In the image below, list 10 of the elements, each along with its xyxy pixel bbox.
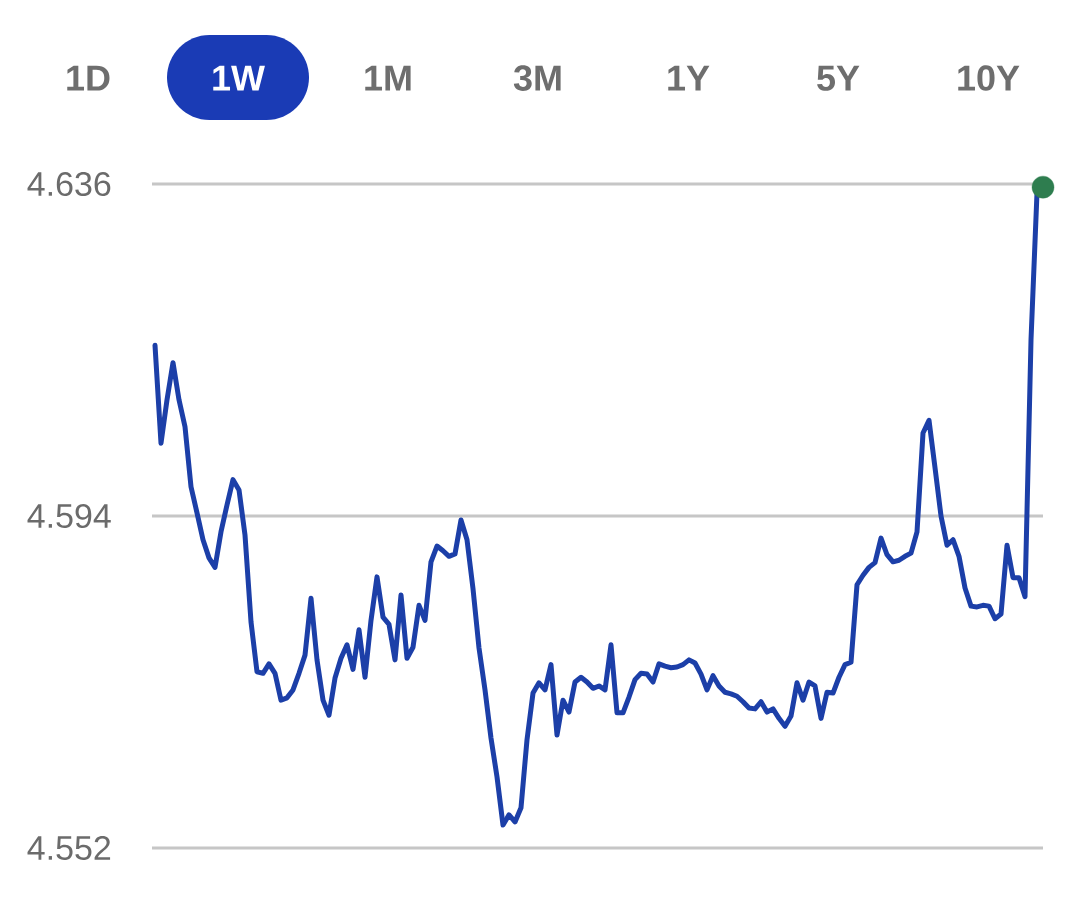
text: 1W bbox=[213, 65, 265, 91]
y-tick-label: 4.552 bbox=[27, 835, 111, 861]
text: 1M bbox=[365, 65, 411, 91]
y-tick-label: 4.636 bbox=[27, 171, 111, 197]
text: 1Y bbox=[668, 65, 710, 91]
text: 1D bbox=[67, 65, 110, 91]
y-tick-label: 4.594 bbox=[27, 503, 111, 529]
text: 10Y bbox=[958, 65, 1020, 91]
text: 5Y bbox=[817, 65, 860, 91]
text: 3M bbox=[513, 65, 561, 91]
